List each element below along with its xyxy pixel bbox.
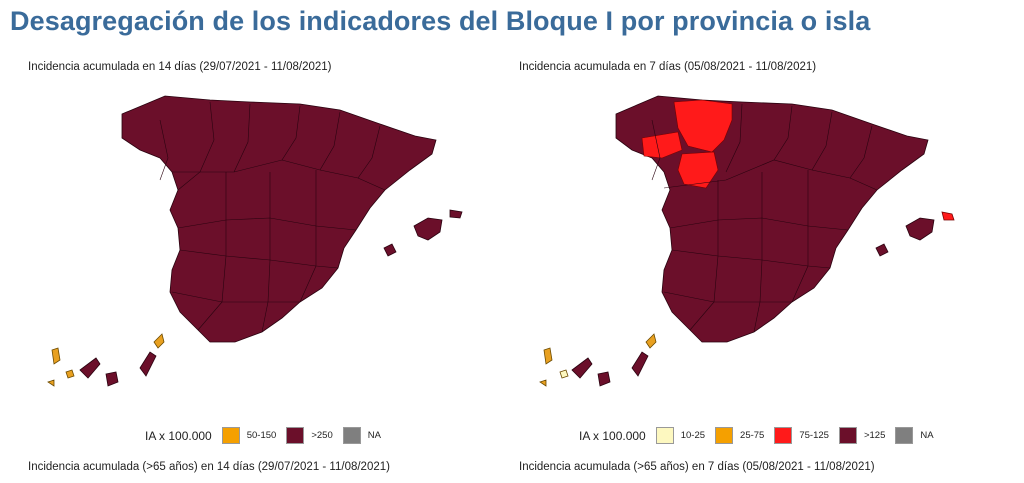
- legend-item-label: 50-150: [246, 430, 277, 441]
- tenerife: [571, 357, 593, 379]
- page-title: Desagregación de los indicadores del Blo…: [10, 6, 871, 36]
- right-panel: Incidencia acumulada en 7 días (05/08/20…: [492, 0, 992, 483]
- legend-swatch: [286, 427, 305, 444]
- mallorca: [413, 217, 443, 241]
- legend-swatch: [342, 427, 361, 444]
- spain-mainland: [615, 95, 929, 343]
- right-map: [539, 95, 955, 387]
- legend-swatch: [895, 427, 914, 444]
- la-gomera: [65, 369, 75, 379]
- tenerife: [79, 357, 101, 379]
- gran-canaria: [597, 371, 611, 387]
- legend-swatch: [715, 427, 734, 444]
- la-palma: [51, 347, 61, 365]
- lanzarote: [153, 333, 165, 349]
- legend-label: IA x 100.000: [145, 428, 212, 443]
- legend-item-gt250: >250: [286, 427, 333, 444]
- menorca: [941, 211, 955, 221]
- legend-item-gt125: >125: [838, 427, 886, 444]
- legend-item-na: NA: [342, 427, 381, 444]
- legend-item-label: 10-25: [680, 430, 706, 441]
- el-hierro: [47, 379, 55, 387]
- legend-item-label: >125: [863, 430, 886, 441]
- legend-item-75-125: 75-125: [774, 427, 829, 444]
- fuerteventura: [139, 351, 157, 377]
- legend-item-na: NA: [895, 427, 934, 444]
- left-legend: IA x 100.000 50-150 >250 NA: [145, 427, 391, 444]
- province-borders: [159, 101, 386, 333]
- legend-swatch: [774, 427, 793, 444]
- red-provinces-north: [673, 99, 733, 153]
- legend-swatch: [221, 427, 240, 444]
- right-legend: IA x 100.000 10-25 25-75 75-125 >125 NA: [579, 427, 944, 444]
- ibiza: [383, 243, 397, 257]
- fuerteventura: [631, 351, 649, 377]
- legend-label: IA x 100.000: [579, 428, 646, 443]
- right-map-title: Incidencia acumulada en 7 días (05/08/20…: [519, 61, 817, 73]
- legend-item-50-150: 50-150: [221, 427, 277, 444]
- legend-item-label: 25-75: [740, 430, 765, 441]
- legend-item-10-25: 10-25: [655, 427, 706, 444]
- menorca: [449, 209, 463, 219]
- legend-item-label: NA: [367, 430, 381, 441]
- legend-swatch: [655, 427, 674, 444]
- la-gomera: [559, 369, 569, 379]
- legend-item-25-75: 25-75: [715, 427, 764, 444]
- legend-item-label: 75-125: [799, 430, 829, 441]
- gran-canaria: [105, 371, 119, 387]
- el-hierro: [539, 379, 547, 387]
- province-borders: [651, 103, 878, 333]
- right-footer: Incidencia acumulada (>65 años) en 7 día…: [519, 461, 875, 473]
- left-map-title: Incidencia acumulada en 14 días (29/07/2…: [28, 61, 332, 73]
- legend-item-label: >250: [311, 430, 333, 441]
- la-palma: [543, 347, 553, 365]
- red-province-zamora: [677, 151, 719, 189]
- legend-item-label: NA: [920, 430, 934, 441]
- left-map: [47, 95, 463, 387]
- lanzarote: [645, 333, 657, 349]
- mallorca: [905, 217, 935, 241]
- left-panel: Incidencia acumulada en 14 días (29/07/2…: [0, 0, 500, 483]
- red-province-ourense: [641, 131, 683, 159]
- ibiza: [875, 243, 889, 257]
- legend-swatch: [838, 427, 857, 444]
- spain-mainland: [121, 95, 437, 343]
- left-footer: Incidencia acumulada (>65 años) en 14 dí…: [28, 461, 390, 473]
